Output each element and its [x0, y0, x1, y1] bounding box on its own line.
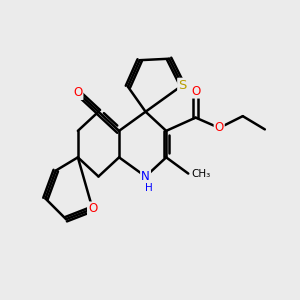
- Text: O: O: [191, 85, 200, 98]
- Text: O: O: [73, 86, 83, 99]
- Text: CH₃: CH₃: [192, 169, 211, 178]
- Text: N: N: [141, 170, 150, 183]
- Text: H: H: [145, 183, 152, 193]
- Text: S: S: [178, 79, 187, 92]
- Text: N: N: [141, 170, 150, 183]
- Text: O: O: [214, 122, 224, 134]
- Text: O: O: [88, 202, 97, 215]
